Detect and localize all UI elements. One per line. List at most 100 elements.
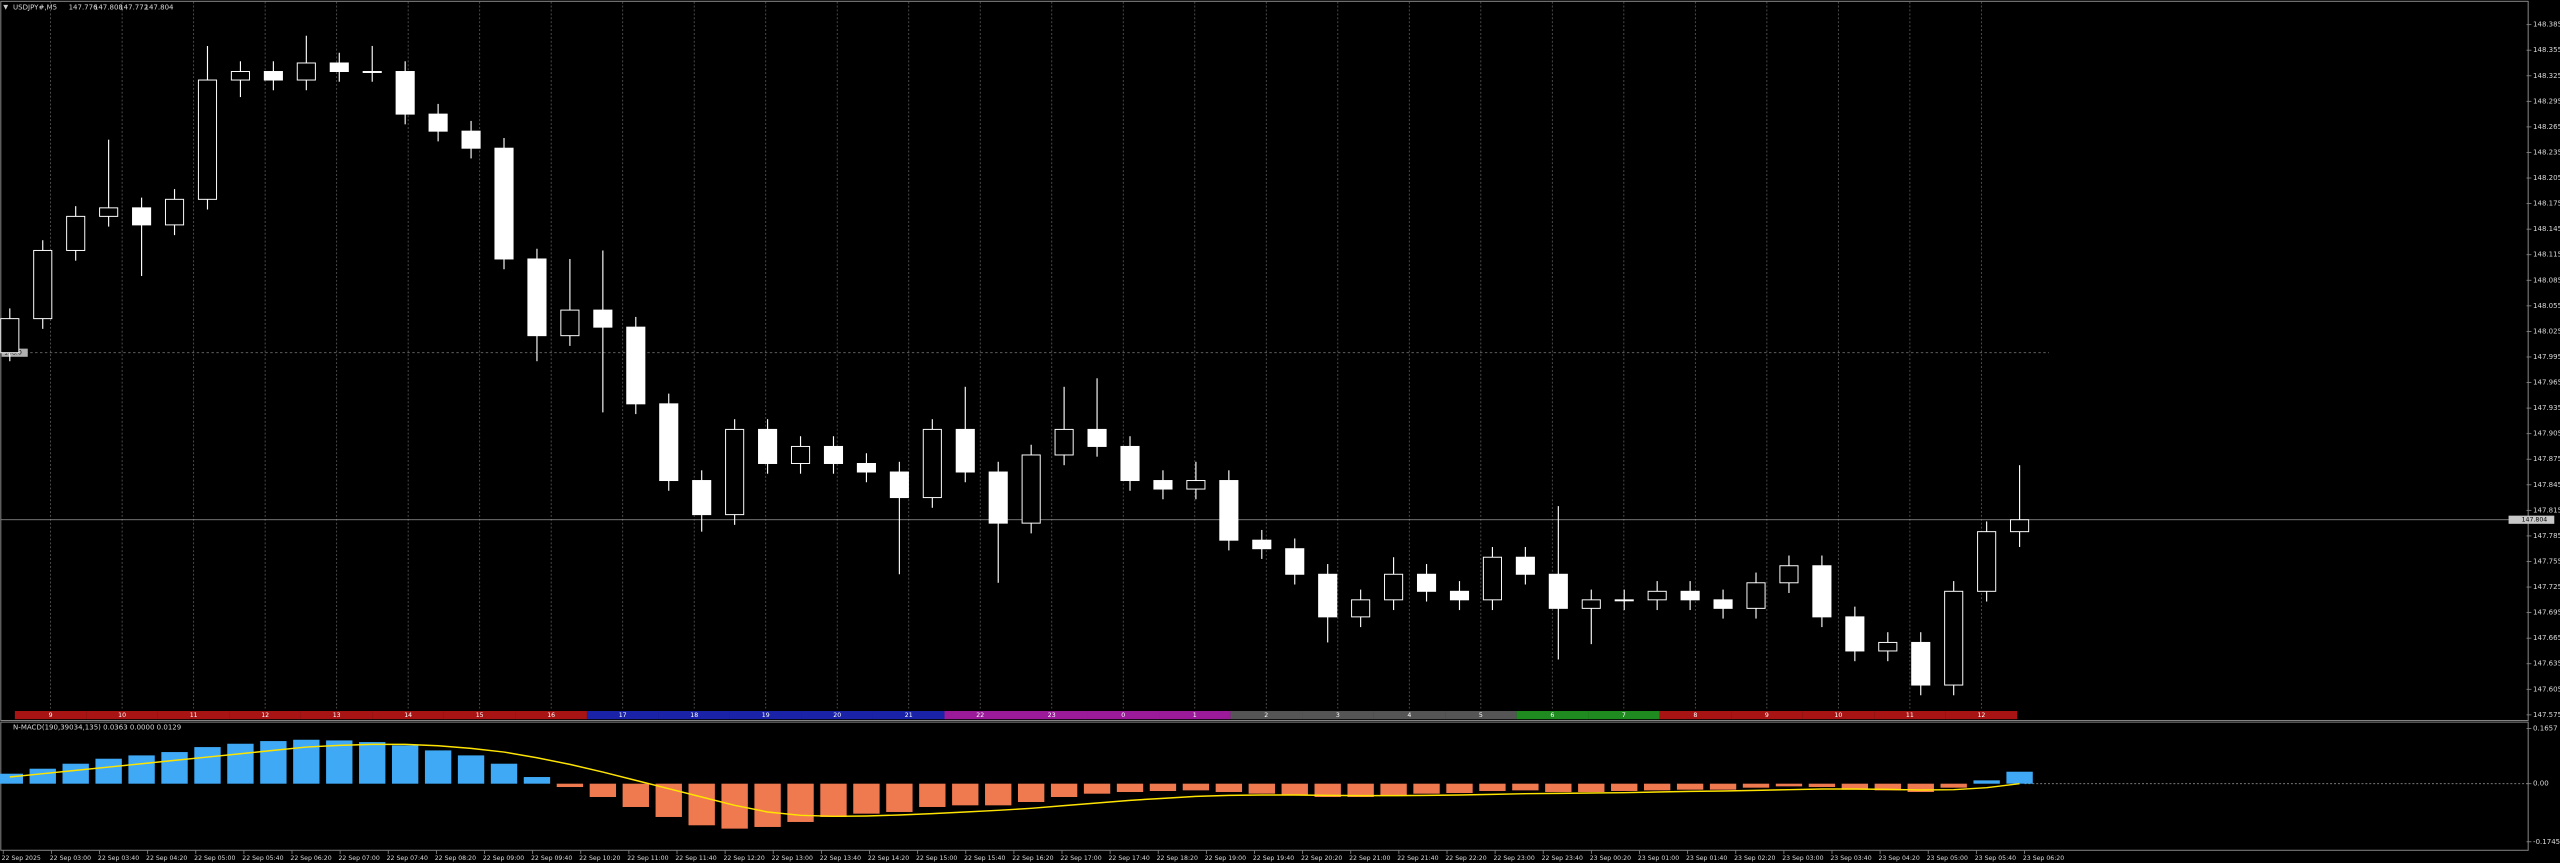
- session-hour: 6: [1550, 712, 1554, 719]
- session-hour: 12: [261, 712, 269, 719]
- histogram-bar: [359, 742, 386, 784]
- candle-body: [1186, 480, 1206, 490]
- session-hour: 17: [619, 712, 627, 719]
- bid-label-box: [2508, 515, 2555, 524]
- y-tick-label: 148.085: [2533, 275, 2560, 284]
- candle-body: [856, 463, 876, 473]
- session-segment: [1016, 711, 1088, 720]
- candle-body: [1285, 548, 1305, 575]
- candle-body: [296, 62, 316, 81]
- session-hour: 19: [762, 712, 770, 719]
- histogram-bar: [1973, 780, 2000, 784]
- candle-body: [1482, 556, 1502, 601]
- session-segment: [14, 711, 87, 720]
- candle-body: [1746, 582, 1766, 609]
- x-tick-label: 23 Sep 00:20: [1590, 855, 1631, 862]
- histogram-bar: [1050, 783, 1078, 798]
- x-tick-label: 22 Sep 20:20: [1301, 855, 1342, 862]
- session-hour: 7: [1622, 712, 1626, 719]
- y-tick-label: 148.145: [2533, 224, 2560, 233]
- histogram-bar: [1742, 783, 1770, 788]
- histogram-bar: [391, 745, 419, 784]
- collapse-arrow[interactable]: [3, 4, 9, 10]
- session-segment: [1230, 711, 1303, 720]
- y-tick-label: 147.935: [2533, 403, 2560, 412]
- histogram-bar: [1281, 783, 1308, 796]
- histogram-bar: [1874, 783, 1901, 791]
- histogram-bar: [688, 783, 715, 826]
- candle-body: [692, 480, 712, 516]
- session-segment: [801, 711, 873, 720]
- candle-body: [823, 445, 844, 464]
- y-tick-label: 147.605: [2533, 684, 2560, 693]
- x-tick-label: 22 Sep 07:00: [339, 855, 380, 862]
- histogram-bar: [1709, 783, 1737, 790]
- y-tick-label: 148.355: [2533, 45, 2560, 54]
- candle-body: [527, 258, 547, 337]
- session-hour: 12: [1977, 712, 1985, 719]
- x-tick-label: 22 Sep 07:40: [387, 855, 428, 862]
- x-tick-label: 22 Sep 2025: [2, 855, 41, 862]
- candle-body: [1087, 428, 1107, 447]
- symbol: USDJPY#,M5: [13, 2, 57, 11]
- y-tick-label: 148.205: [2533, 173, 2560, 182]
- y-tick-label: 148.265: [2533, 122, 2560, 131]
- session-hour: 21: [905, 712, 913, 719]
- y-tick-label: 147.755: [2533, 556, 2560, 565]
- histogram-bar: [1940, 783, 1967, 788]
- histogram-bar: [260, 741, 287, 784]
- histogram-bar: [227, 743, 254, 784]
- session-hour: 20: [833, 712, 841, 719]
- candle-body: [197, 79, 218, 200]
- histogram-bar: [1149, 783, 1177, 792]
- candle-body: [1977, 531, 1997, 592]
- histogram-bar: [1512, 783, 1539, 791]
- histogram-bar: [523, 777, 551, 784]
- y-tick-label: 147.845: [2533, 480, 2560, 489]
- x-tick-label: 23 Sep 01:00: [1638, 855, 1679, 862]
- session-segment: [1087, 711, 1160, 720]
- x-tick-label: 22 Sep 10:20: [579, 855, 620, 862]
- x-tick-label: 23 Sep 06:20: [2023, 855, 2064, 862]
- session-segment: [1302, 711, 1374, 720]
- candle-body: [1878, 641, 1898, 652]
- histogram-bar: [622, 783, 649, 807]
- x-tick-label: 22 Sep 06:20: [290, 855, 331, 862]
- header-value: 147.804: [144, 2, 174, 11]
- candle-body: [988, 471, 1008, 524]
- histogram-bar: [721, 783, 748, 829]
- candle-body: [1054, 428, 1074, 456]
- histogram-bar: [754, 783, 781, 827]
- candle-body: [362, 71, 382, 73]
- histogram-bar: [1907, 783, 1934, 793]
- histogram-bar: [1116, 783, 1144, 793]
- candle-body: [428, 113, 448, 132]
- histogram-bar: [128, 755, 155, 784]
- session-segment: [944, 711, 1016, 720]
- session-hour: 10: [1834, 712, 1842, 719]
- candle-body: [560, 309, 580, 337]
- candle-body: [1680, 590, 1700, 601]
- candle-body: [1120, 445, 1140, 482]
- x-tick-label: 22 Sep 13:40: [820, 855, 861, 862]
- candle-body: [1779, 565, 1799, 584]
- x-tick-label: 23 Sep 03:00: [1782, 855, 1823, 862]
- candle-body: [329, 62, 349, 72]
- y-tick-label: 147.965: [2533, 378, 2560, 387]
- histogram-bar: [1545, 783, 1572, 793]
- x-tick-label: 23 Sep 03:40: [1830, 855, 1871, 862]
- y-tick-label: 148.055: [2533, 301, 2560, 310]
- x-tick-label: 22 Sep 23:00: [1493, 855, 1534, 862]
- x-tick-label: 22 Sep 15:40: [964, 855, 1005, 862]
- indicator-title: N-MACD(190,39034,135) 0.0363 0.0000 0.01…: [13, 722, 181, 731]
- header-value: 147.772: [119, 2, 148, 11]
- histogram-bar: [1314, 783, 1341, 798]
- x-tick-label: 22 Sep 09:40: [531, 855, 572, 862]
- candle-body: [1647, 590, 1667, 601]
- y-tick-label: 148.025: [2533, 326, 2560, 335]
- histogram-bar: [29, 768, 56, 784]
- session-hour: 4: [1407, 712, 1411, 719]
- session-segment: [1874, 711, 1946, 720]
- histogram-bar: [1017, 783, 1045, 802]
- session-hour: 0: [1121, 712, 1125, 719]
